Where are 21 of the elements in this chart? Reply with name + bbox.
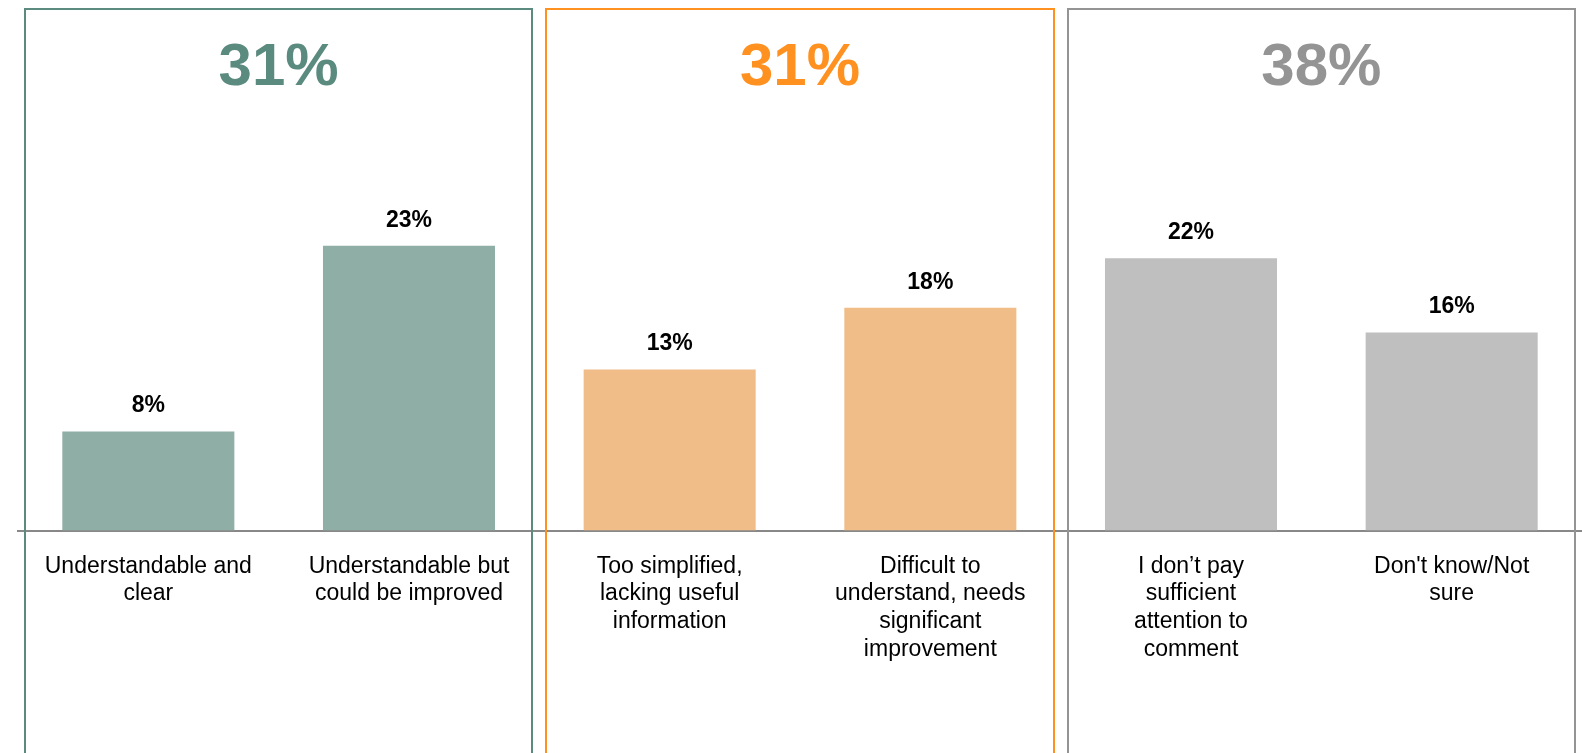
data-label: 16% xyxy=(1428,292,1475,319)
bar xyxy=(1365,332,1538,531)
bar xyxy=(62,431,235,531)
x-tick-label: Understandable but could be improved xyxy=(308,551,510,606)
data-label: 23% xyxy=(385,205,433,232)
data-label: 18% xyxy=(907,267,954,294)
data-label: 13% xyxy=(646,329,693,356)
x-tick-label: Difficult to understand, needs significant improvement xyxy=(835,551,1026,661)
x-tick-label: Understandable and clear xyxy=(44,551,252,606)
text: 31% xyxy=(218,30,339,98)
bar xyxy=(1104,258,1278,531)
data-label: 8% xyxy=(131,391,165,418)
text: 38% xyxy=(1261,30,1382,98)
bar xyxy=(844,307,1017,531)
bar xyxy=(322,245,496,531)
bar xyxy=(583,369,756,531)
x-tick-label: I don’t pay sufficient attention to comment xyxy=(1134,551,1248,661)
x-tick-label: Don't know/Not sure xyxy=(1374,551,1530,606)
text: 31% xyxy=(739,30,861,98)
data-label: 22% xyxy=(1167,218,1215,244)
x-tick-label: Too simplified, lacking useful information xyxy=(596,551,743,633)
